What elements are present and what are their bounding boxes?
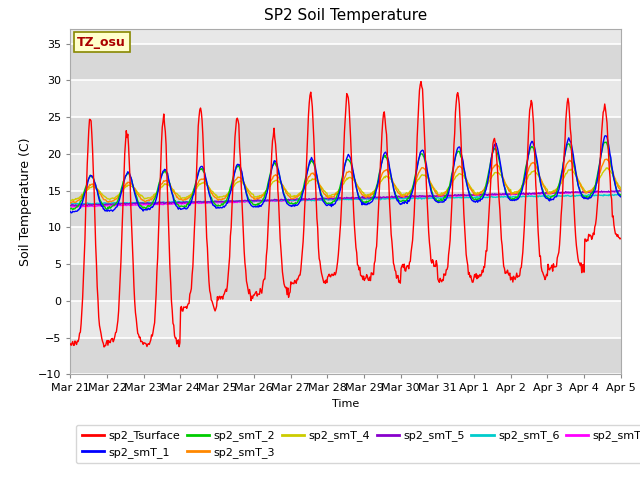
Bar [70, 301, 621, 337]
Title: SP2 Soil Temperature: SP2 Soil Temperature [264, 9, 428, 24]
Bar [70, 154, 621, 191]
X-axis label: Time: Time [332, 399, 359, 409]
Bar [70, 80, 621, 117]
Legend: sp2_Tsurface, sp2_smT_1, sp2_smT_2, sp2_smT_3, sp2_smT_4, sp2_smT_5, sp2_smT_6, : sp2_Tsurface, sp2_smT_1, sp2_smT_2, sp2_… [76, 425, 640, 463]
Bar [70, 228, 621, 264]
Bar [70, 44, 621, 80]
Text: TZ_osu: TZ_osu [77, 36, 126, 49]
Y-axis label: Soil Temperature (C): Soil Temperature (C) [19, 137, 33, 266]
Bar [70, 117, 621, 154]
Bar [70, 191, 621, 228]
Bar [70, 337, 621, 374]
Bar [70, 264, 621, 301]
